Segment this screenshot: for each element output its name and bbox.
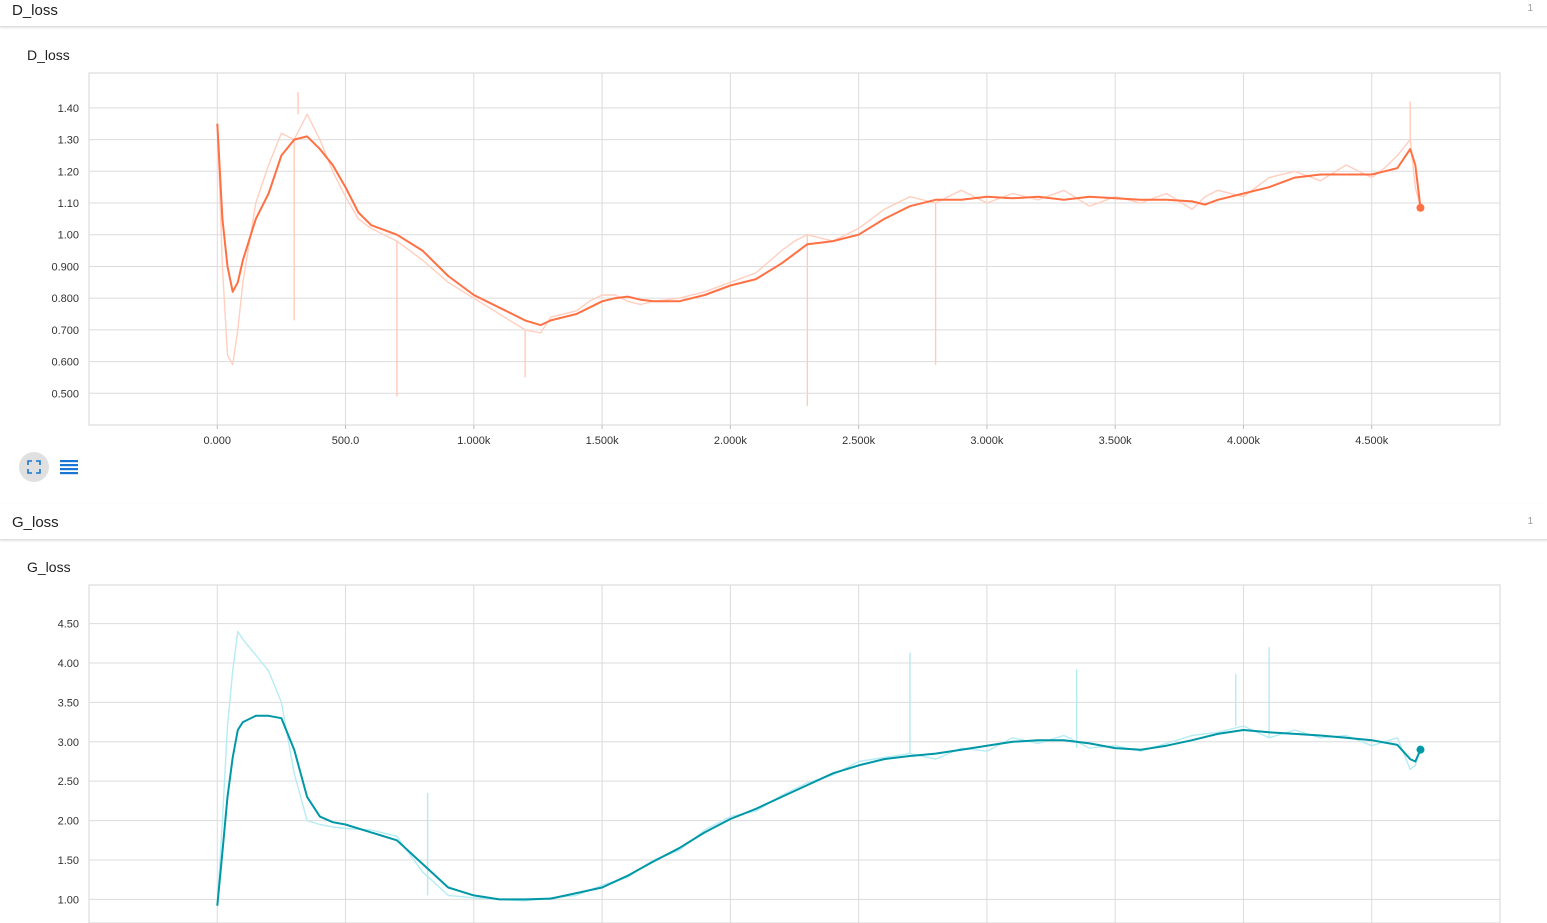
- y-tick-label: 0.900: [51, 261, 79, 273]
- series-end-point: [1416, 745, 1425, 754]
- y-tick-label: 3.00: [58, 737, 79, 749]
- y-tick-label: 1.00: [58, 894, 79, 906]
- d-loss-chart[interactable]: 0.500 0.600 0.700 0.800 0.900 1.00 1.10 1.20 1.3…: [0, 0, 1547, 447]
- section-title: G_loss: [12, 514, 59, 531]
- y-tick-label: 4.00: [58, 658, 79, 670]
- y-tick-label: 0.500: [51, 388, 79, 400]
- y-tick-label: 0.700: [51, 325, 79, 337]
- section-header-d-loss[interactable]: D_loss 1: [0, 0, 1547, 27]
- plot-frame: [88, 584, 1501, 923]
- y-tick-label: 1.50: [58, 855, 79, 867]
- expand-button[interactable]: [19, 452, 49, 482]
- section-title: D_loss: [12, 2, 58, 19]
- chart-title-g-loss: G_loss: [27, 559, 71, 575]
- x-tick-label: 2.000k: [714, 435, 748, 447]
- raw-series-line: [216, 113, 1422, 366]
- y-tick-label: 1.30: [58, 135, 79, 147]
- series-end-point: [1416, 203, 1425, 212]
- y-tick-label: 1.00: [58, 230, 79, 242]
- section-header-g-loss[interactable]: G_loss 1: [0, 504, 1547, 540]
- y-tick-label: 0.800: [51, 293, 79, 305]
- data-table-toggle-icon: [60, 460, 78, 475]
- raw-series-line: [216, 630, 1422, 906]
- y-tick-label: 4.50: [58, 619, 79, 631]
- x-tick-label: 2.500k: [842, 435, 876, 447]
- x-tick-label: 1.500k: [586, 435, 620, 447]
- y-tick-label: 1.10: [58, 198, 79, 210]
- x-tick-label: 1.000k: [457, 435, 491, 447]
- fullscreen-expand-icon: [27, 460, 41, 474]
- smoothed-series-line: [216, 123, 1422, 327]
- chart-title-d-loss: D_loss: [27, 47, 70, 63]
- x-tick-label: 3.500k: [1099, 435, 1133, 447]
- section-run-count: 1: [1527, 516, 1533, 527]
- smoothed-series-line: [216, 714, 1422, 906]
- y-tick-label: 3.50: [58, 697, 79, 709]
- y-tick-label: 0.600: [51, 357, 79, 369]
- x-tick-label: 500.0: [332, 435, 360, 447]
- x-tick-label: 3.000k: [970, 435, 1004, 447]
- data-table-toggle-button[interactable]: [58, 456, 80, 478]
- x-tick-label: 0.000: [204, 435, 232, 447]
- y-tick-label: 2.00: [58, 816, 79, 828]
- x-tick-label: 4.000k: [1227, 435, 1261, 447]
- plot-frame: [88, 72, 1501, 426]
- section-run-count: 1: [1527, 3, 1533, 14]
- y-tick-label: 1.40: [58, 103, 79, 115]
- y-tick-label: 1.20: [58, 166, 79, 178]
- y-tick-label: 2.50: [58, 776, 79, 788]
- x-tick-label: 4.500k: [1355, 435, 1389, 447]
